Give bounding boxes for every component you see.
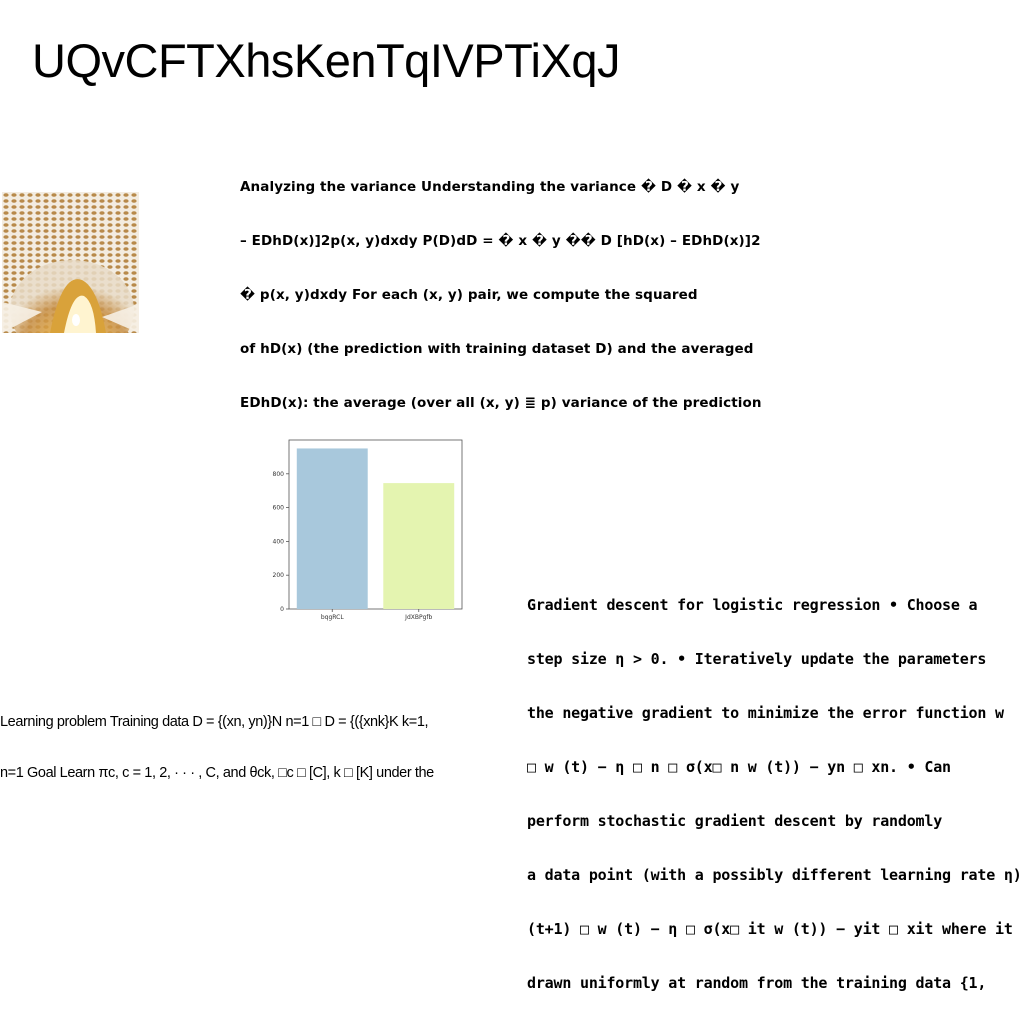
text-line: Gradient descent for logistic regression…: [527, 596, 978, 614]
text-line: the negative gradient to minimize the er…: [527, 704, 1004, 722]
text-line: Analyzing the variance Understanding the…: [240, 179, 740, 195]
text-line: n=1 Goal Learn πc, c = 1, 2, · · · , C, …: [0, 765, 434, 781]
text-line: of hD(x) (the prediction with training d…: [240, 341, 754, 357]
text-line: a data point (with a possibly different …: [527, 866, 1022, 884]
text-line: □ w (t) − η □ n □ σ(x□ n w (t)) − yn □ x…: [527, 758, 951, 776]
text-line: Learning problem Training data D = {(xn,…: [0, 714, 429, 730]
y-tick-label: 400: [273, 538, 285, 545]
text-line: EDhD(x): the average (over all (x, y) ≣ …: [240, 395, 762, 411]
text-line: drawn uniformly at random from the train…: [527, 974, 987, 992]
architectural-lattice-photo-icon: [2, 192, 139, 333]
bar-chart: 0 200 400 600 800 bqgRCL JdXBPgfb: [262, 432, 472, 624]
y-tick-label: 800: [273, 471, 285, 478]
y-tick-label: 200: [273, 572, 285, 579]
x-tick-label: bqgRCL: [321, 614, 344, 621]
text-line: perform stochastic gradient descent by r…: [527, 812, 943, 830]
variance-text-block: Analyzing the variance Understanding the…: [240, 142, 762, 430]
bar-bqgRCL: [296, 448, 368, 609]
bar-JdXBPgfb: [383, 483, 455, 609]
learning-problem-text-block: Learning problem Training data D = {(xn,…: [0, 680, 434, 799]
gradient-descent-text-block: Gradient descent for logistic regression…: [527, 560, 1022, 1010]
architecture-photo: [2, 192, 139, 333]
text-line: step size η > 0. • Iteratively update th…: [527, 650, 987, 668]
text-line: (t+1) □ w (t) − η □ σ(x□ it w (t)) − yit…: [527, 920, 1013, 938]
y-tick-label: 600: [273, 505, 285, 512]
x-tick-label: JdXBPgfb: [404, 614, 432, 621]
text-line: � p(x, y)dxdy For each (x, y) pair, we c…: [240, 287, 698, 303]
bar-chart-svg: 0 200 400 600 800 bqgRCL JdXBPgfb: [273, 439, 463, 621]
slide-title: UQvCFTXhsKenTqIVPTiXqJ: [32, 34, 620, 87]
y-tick-label: 0: [280, 606, 284, 613]
text-line: – EDhD(x)]2p(x, y)dxdy P(D)dD = � x � y …: [240, 233, 761, 249]
